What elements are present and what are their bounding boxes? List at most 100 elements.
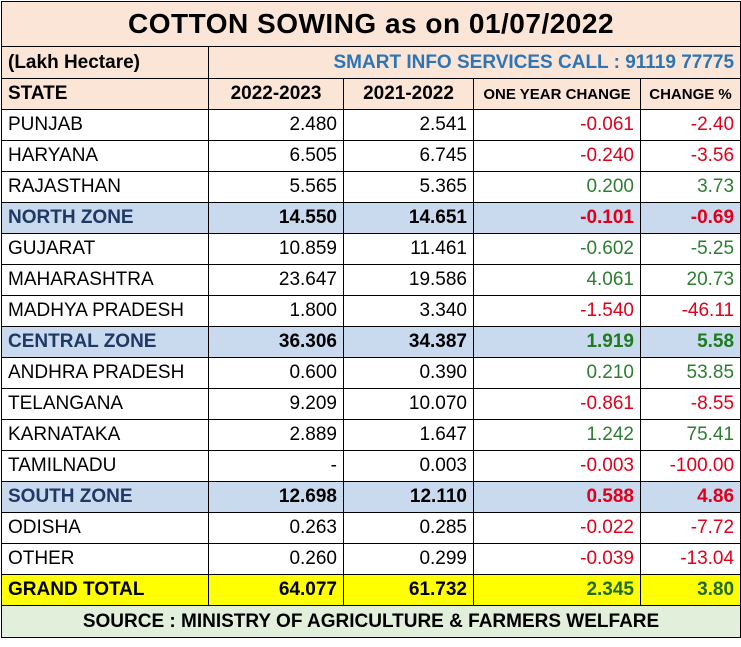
value-2021-2022-cell: 5.365 — [343, 171, 474, 203]
one-year-change-cell: 1.919 — [473, 326, 641, 358]
value-2021-2022-cell: 12.110 — [343, 481, 474, 513]
header-state: STATE — [1, 78, 209, 110]
source-text: SOURCE : MINISTRY OF AGRICULTURE & FARME… — [0, 605, 741, 638]
subtitle-row: (Lakh Hectare) SMART INFO SERVICES CALL … — [1, 46, 741, 79]
value-2021-2022-cell: 34.387 — [343, 326, 474, 358]
value-2021-2022-cell: 61.732 — [343, 574, 474, 606]
state-cell: RAJASTHAN — [1, 171, 209, 203]
state-cell: OTHER — [1, 543, 209, 575]
value-2021-2022-cell: 14.651 — [343, 202, 474, 234]
value-2021-2022-cell: 19.586 — [343, 264, 474, 296]
state-cell: GRAND TOTAL — [1, 574, 209, 606]
value-2021-2022-cell: 0.299 — [343, 543, 474, 575]
table-row: GRAND TOTAL 64.077 61.732 2.345 3.80 — [1, 574, 741, 606]
state-cell: PUNJAB — [1, 109, 209, 141]
one-year-change-cell: -0.602 — [473, 233, 641, 265]
value-2022-2023-cell: 5.565 — [208, 171, 344, 203]
change-percent-cell: 53.85 — [639, 357, 741, 389]
value-2022-2023-cell: - — [208, 450, 344, 482]
unit-label: (Lakh Hectare) — [1, 46, 209, 79]
value-2021-2022-cell: 10.070 — [343, 388, 474, 420]
state-cell: CENTRAL ZONE — [1, 326, 209, 358]
value-2022-2023-cell: 14.550 — [208, 202, 344, 234]
change-percent-cell: 4.86 — [639, 481, 741, 513]
value-2022-2023-cell: 0.600 — [208, 357, 344, 389]
table-row: MADHYA PRADESH 1.800 3.340 -1.540 -46.11 — [1, 295, 741, 327]
state-cell: SOUTH ZONE — [1, 481, 209, 513]
change-percent-cell: 20.73 — [639, 264, 741, 296]
value-2022-2023-cell: 2.889 — [208, 419, 344, 451]
value-2022-2023-cell: 2.480 — [208, 109, 344, 141]
change-percent-cell: -13.04 — [639, 543, 741, 575]
value-2022-2023-cell: 23.647 — [208, 264, 344, 296]
one-year-change-cell: 0.210 — [473, 357, 641, 389]
change-percent-cell: -3.56 — [639, 140, 741, 172]
value-2021-2022-cell: 6.745 — [343, 140, 474, 172]
change-percent-cell: -7.72 — [639, 512, 741, 544]
change-percent-cell: 3.73 — [639, 171, 741, 203]
state-cell: ODISHA — [1, 512, 209, 544]
page-title: COTTON SOWING as on 01/07/2022 — [0, 1, 741, 47]
header-change-percent: CHANGE % — [639, 78, 741, 110]
table-row: CENTRAL ZONE 36.306 34.387 1.919 5.58 — [1, 326, 741, 358]
table-row: ANDHRA PRADESH 0.600 0.390 0.210 53.85 — [1, 357, 741, 389]
header-row: STATE 2022-2023 2021-2022 ONE YEAR CHANG… — [1, 78, 741, 110]
value-2021-2022-cell: 1.647 — [343, 419, 474, 451]
change-percent-cell: -46.11 — [639, 295, 741, 327]
table-row: MAHARASHTRA 23.647 19.586 4.061 20.73 — [1, 264, 741, 296]
one-year-change-cell: -0.101 — [473, 202, 641, 234]
state-cell: MADHYA PRADESH — [1, 295, 209, 327]
value-2022-2023-cell: 10.859 — [208, 233, 344, 265]
state-cell: HARYANA — [1, 140, 209, 172]
change-percent-cell: -100.00 — [639, 450, 741, 482]
change-percent-cell: -8.55 — [639, 388, 741, 420]
table-row: OTHER 0.260 0.299 -0.039 -13.04 — [1, 543, 741, 575]
one-year-change-cell: 0.588 — [473, 481, 641, 513]
one-year-change-cell: -0.022 — [473, 512, 641, 544]
table-row: GUJARAT 10.859 11.461 -0.602 -5.25 — [1, 233, 741, 265]
change-percent-cell: -2.40 — [639, 109, 741, 141]
one-year-change-cell: -0.240 — [473, 140, 641, 172]
change-percent-cell: 3.80 — [639, 574, 741, 606]
one-year-change-cell: 4.061 — [473, 264, 641, 296]
table-row: SOUTH ZONE 12.698 12.110 0.588 4.86 — [1, 481, 741, 513]
state-cell: NORTH ZONE — [1, 202, 209, 234]
value-2022-2023-cell: 0.263 — [208, 512, 344, 544]
value-2022-2023-cell: 9.209 — [208, 388, 344, 420]
value-2021-2022-cell: 2.541 — [343, 109, 474, 141]
change-percent-cell: 75.41 — [639, 419, 741, 451]
state-cell: GUJARAT — [1, 233, 209, 265]
table-row: RAJASTHAN 5.565 5.365 0.200 3.73 — [1, 171, 741, 203]
value-2022-2023-cell: 6.505 — [208, 140, 344, 172]
one-year-change-cell: -0.061 — [473, 109, 641, 141]
table-row: PUNJAB 2.480 2.541 -0.061 -2.40 — [1, 109, 741, 141]
header-2021-2022: 2021-2022 — [343, 78, 474, 110]
change-percent-cell: -5.25 — [639, 233, 741, 265]
table-row: TAMILNADU -0.003 -0.003 -100.00 — [1, 450, 741, 482]
value-2022-2023-cell: 12.698 — [208, 481, 344, 513]
one-year-change-cell: -1.540 — [473, 295, 641, 327]
value-2022-2023-cell: 36.306 — [208, 326, 344, 358]
table-row: KARNATAKA 2.889 1.647 1.242 75.41 — [1, 419, 741, 451]
state-cell: MAHARASHTRA — [1, 264, 209, 296]
state-cell: ANDHRA PRADESH — [1, 357, 209, 389]
state-cell: TELANGANA — [1, 388, 209, 420]
value-2021-2022-cell: 3.340 — [343, 295, 474, 327]
value-2022-2023-cell: 64.077 — [208, 574, 344, 606]
change-percent-cell: -0.69 — [639, 202, 741, 234]
state-cell: TAMILNADU — [1, 450, 209, 482]
one-year-change-cell: 1.242 — [473, 419, 641, 451]
one-year-change-cell: 2.345 — [473, 574, 641, 606]
value-2022-2023-cell: 1.800 — [208, 295, 344, 327]
value-2021-2022-cell: 0.390 — [343, 357, 474, 389]
one-year-change-cell: -0.003 — [473, 450, 641, 482]
value-2021-2022-cell: 11.461 — [343, 233, 474, 265]
state-cell: KARNATAKA — [1, 419, 209, 451]
value-2022-2023-cell: 0.260 — [208, 543, 344, 575]
value-2021-2022-cell: 0.285 — [343, 512, 474, 544]
header-one-year-change: ONE YEAR CHANGE — [473, 78, 641, 110]
one-year-change-cell: -0.861 — [473, 388, 641, 420]
promo-text: SMART INFO SERVICES CALL : 91119 77775 — [207, 46, 741, 79]
table-row: NORTH ZONE 14.550 14.651 -0.101 -0.69 — [1, 202, 741, 234]
